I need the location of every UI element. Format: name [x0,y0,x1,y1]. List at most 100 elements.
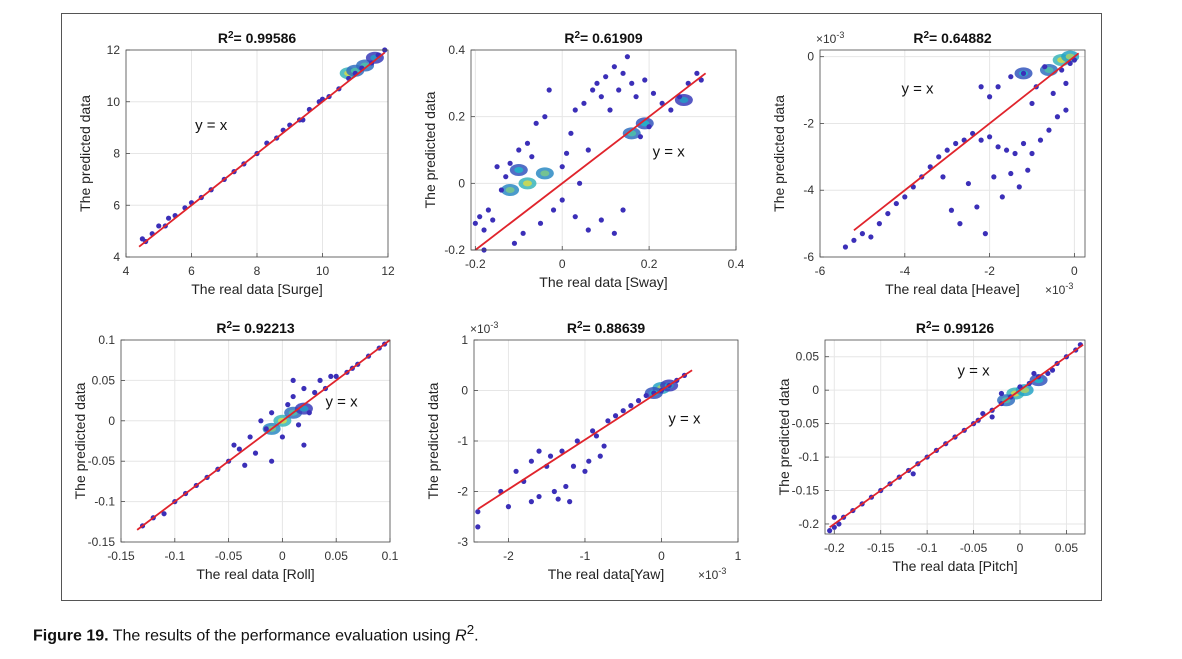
scatter-point [333,373,339,379]
x-tick-label: 8 [254,264,261,278]
x-tick-label: 0.4 [728,257,745,271]
scatter-point [328,373,334,379]
fit-line [477,369,693,510]
scatter-point [598,217,604,223]
scatter-point [616,87,622,93]
scatter-point [533,120,539,126]
x-axis-label: The real data [Surge] [191,281,323,297]
x-tick-label: -0.05 [960,541,988,555]
scatter-point [593,433,600,439]
scatter-point [601,443,607,449]
y-tick-label: -1 [457,434,468,448]
scatter-point [999,194,1005,200]
scatter-point [1020,140,1027,147]
scatter-point [577,180,583,186]
x-tick-label: -4 [899,264,910,278]
density-core [1044,67,1054,74]
x-tick-label: -2 [984,264,995,278]
density-core [540,170,550,177]
scatter-point [827,528,833,534]
scatter-point [481,227,487,233]
fit-line [829,343,1084,529]
scatter-point [570,463,577,469]
x-tick-label: -0.2 [465,257,486,271]
scatter-point [944,147,950,153]
y-tick-label: -2 [803,116,814,130]
scatter-point [563,150,570,156]
axes-box [819,49,1086,258]
scatter-point [559,164,565,170]
x-tick-label: 0 [658,549,665,563]
scatter-point [507,160,513,166]
chart-surge: 4 6 8 10 12 4 6 8 10 12 R2= 0.99586 The real data [… [77,30,395,297]
y-exponent: ×10-3 [470,320,498,336]
scatter-point [498,187,505,193]
chart-title: R2= 0.64882 [913,30,992,46]
x-tick-label: -0.1 [164,549,185,563]
scatter-point [940,174,946,180]
scatter-point [236,446,242,452]
x-tick-label: 0 [279,549,286,563]
chart-title: R2= 0.88639 [567,320,646,336]
annotation-yx: y = x [901,80,934,97]
y-tick-label: 0 [807,50,814,64]
scatter-point [279,434,285,440]
scatter-point [995,144,1001,150]
x-tick-label: 1 [735,549,742,563]
scatter-point [563,483,569,490]
scatter-point [982,231,988,237]
scatter-point [524,140,531,146]
scatter-point [247,434,253,440]
scatter-point [953,140,959,147]
scatter-point [948,207,955,213]
scatter-point [842,244,849,250]
scatter-point [998,390,1005,397]
scatter-point [598,94,604,100]
scatter-point [628,403,634,409]
y-tick-label: 0.4 [448,43,465,57]
scatter-point [590,428,596,434]
x-tick-label: -0.05 [215,549,243,563]
x-tick-label: 10 [316,264,330,278]
scatter-point [547,453,554,459]
scatter-point [581,100,587,106]
chart-pitch: -0.2 -0.15 -0.1 -0.05 0 0.05 -0.2 -0.15 -0.1 -0.0… [776,320,1086,574]
x-tick-label: -2 [503,549,514,563]
x-tick-label: 0 [1071,264,1078,278]
scatter-point [876,221,882,227]
x-tick-label: 0 [559,257,566,271]
scatter-point [165,215,172,221]
scatter-point [605,418,611,424]
scatter-point [978,84,984,90]
scatter-point [295,422,302,428]
scatter-point [551,488,557,495]
x-tick-label: 0 [1017,541,1024,555]
y-tick-label: -0.2 [444,243,465,257]
scatter-point [1020,70,1027,76]
scatter-point [1008,170,1014,177]
y-tick-label: 0 [812,383,819,397]
scatter-point [477,214,483,220]
fit-line [138,51,386,248]
scatter-point [987,94,993,100]
density-core [522,180,532,187]
scatter-point [161,511,167,517]
y-tick-label: 0.05 [92,373,116,387]
density-core [679,97,689,103]
scatter-point [910,471,916,477]
scatter-point [586,458,592,464]
chart-title: R2= 0.99586 [218,30,297,46]
scatter-point [537,220,544,226]
x-tick-label: -0.1 [917,541,938,555]
scatter-point [559,197,565,203]
scatter-point [1003,147,1010,153]
scatter-point [831,514,837,520]
scatter-point [643,392,649,399]
scatter-point [1054,114,1061,120]
scatter-point [572,107,578,113]
y-axis-label: The predicted data [77,95,93,212]
scatter-point [505,504,512,510]
scatter-point [1063,80,1069,86]
y-tick-label: 0 [108,414,115,428]
scatter-point [1042,64,1048,70]
